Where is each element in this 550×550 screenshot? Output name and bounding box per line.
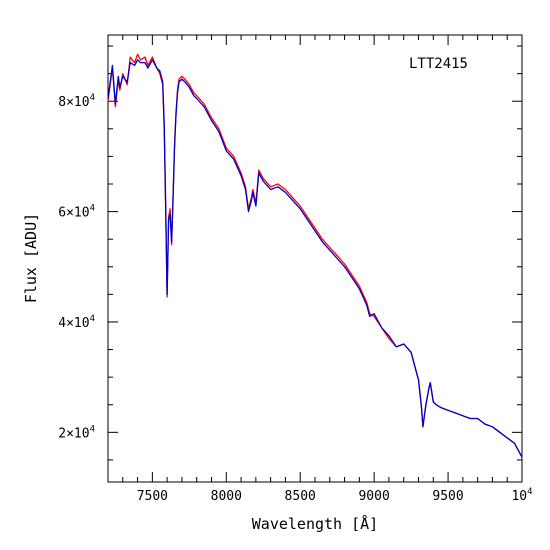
y-tick-label: 8×104 [58,93,95,110]
x-tick-label: 7500 [137,489,168,504]
series-layer [107,53,523,458]
axis-ticks: 7500 8000 8500 9000 9500 104 2×104 4×104 6×104 8×… [58,35,533,504]
x-tick-label: 9000 [358,489,389,504]
x-tick-label: 8500 [285,489,316,504]
y-tick-label: 6×104 [58,204,95,221]
x-axis-title: Wavelength [Å] [252,514,378,533]
x-tick-label: 104 [511,487,532,504]
star-name-annotation: LTT2415 [409,56,468,72]
spectrum-series-1 [107,53,523,458]
x-tick-label: 8000 [211,489,242,504]
x-tick-label: 9500 [432,489,463,504]
y-axis-title: Flux [ADU] [22,213,40,303]
y-tick-label: 4×104 [58,314,95,331]
spectrum-series-2 [107,59,523,458]
y-tick-label: 2×104 [58,424,95,441]
